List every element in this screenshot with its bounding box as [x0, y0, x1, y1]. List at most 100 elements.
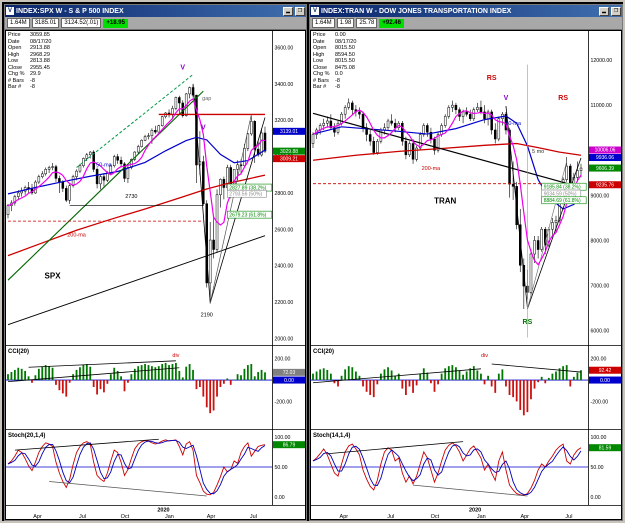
change-badge: +18.95: [103, 18, 128, 28]
info-row: Close 8475.08: [313, 64, 355, 71]
stoch-d-line: [312, 444, 582, 496]
toolbar-field[interactable]: 1.98: [336, 18, 355, 28]
month-label: Jul: [565, 514, 572, 520]
minimize-button[interactable]: ▂: [283, 6, 293, 16]
quote-fields: 1.64M 3185.01 3124.52(.01): [7, 18, 102, 28]
month-label: Apr: [207, 514, 216, 520]
month-label: Jan: [165, 514, 174, 520]
maximize-button[interactable]: ❒: [295, 6, 305, 16]
change-badge: +92.46: [379, 18, 404, 28]
fib-label-box: [227, 210, 273, 219]
cci-histogram: [7, 362, 266, 414]
cci-zero-tag: [273, 376, 305, 384]
svg-text:3600.00: 3600.00: [275, 46, 294, 52]
month-label: Apr: [33, 514, 42, 520]
svg-text:0.00: 0.00: [275, 495, 285, 501]
month-label: Oct: [431, 514, 440, 520]
chart-window-spx: V INDEX:SPX W - S & P 500 INDEX ▂ ❒ 1.64…: [4, 4, 307, 521]
svg-text:9235.76: 9235.76: [596, 182, 614, 188]
cci-annotation: div: [172, 353, 179, 359]
cci-label: CCI(20): [8, 349, 29, 355]
fib-label-box: [541, 196, 587, 205]
svg-text:81.59: 81.59: [599, 445, 612, 451]
info-row: Date 08/17/20: [8, 38, 52, 45]
fib-label: 9034.59 (50%): [544, 191, 577, 197]
stoch-label: Stoch(14,1,4): [313, 433, 350, 439]
cci-value-tag: [273, 368, 305, 376]
svg-text:6000.00: 6000.00: [591, 329, 610, 335]
toolbar-field[interactable]: 25.78: [356, 18, 378, 28]
titlebar[interactable]: V INDEX:TRAN W - DOW JONES TRANSPORTATIO…: [310, 5, 622, 17]
svg-text:11000.00: 11000.00: [591, 103, 612, 109]
price-tag: [273, 127, 305, 135]
chart-window-tran: V INDEX:TRAN W - DOW JONES TRANSPORTATIO…: [309, 4, 623, 521]
year-label: 2020: [469, 508, 481, 514]
chart-annotation: V: [201, 124, 206, 131]
ohlc-info-panel: Price 0.00 Date 08/17/20 Open 8015.50 High 8594…: [313, 32, 356, 91]
info-row: Bar # -8: [8, 84, 35, 90]
svg-text:-200.00: -200.00: [591, 399, 609, 405]
price-tag: [589, 181, 621, 189]
fib-label-box: [227, 189, 267, 198]
svg-text:200.00: 200.00: [591, 357, 607, 363]
svg-text:0.00: 0.00: [284, 378, 294, 384]
svg-text:3400.00: 3400.00: [275, 82, 294, 88]
maximize-button[interactable]: ❒: [611, 6, 621, 16]
titlebar[interactable]: V INDEX:SPX W - S & P 500 INDEX ▂ ❒: [5, 5, 306, 17]
fib-label: 2679.23 (61.8%): [229, 213, 266, 219]
stoch-k-line: [312, 442, 582, 496]
toolbar-field[interactable]: 3124.52(.01): [61, 18, 102, 28]
toolbar-field[interactable]: 1.64M: [312, 18, 335, 28]
chart-annotation: 2190: [201, 313, 213, 319]
svg-text:86.79: 86.79: [283, 442, 296, 448]
info-row: Chg % 29.9: [8, 71, 41, 77]
stoch-d-line: [7, 439, 266, 495]
cci-histogram: [312, 365, 582, 416]
cci-label: CCI(20): [313, 349, 334, 355]
year-label: 2020: [157, 508, 169, 514]
month-label: Apr: [520, 514, 529, 520]
svg-text:10006.06: 10006.06: [595, 148, 616, 154]
ohlc-info-panel: Price 3059.85 Date 08/17/20 Open 2913.88 High 2…: [8, 32, 51, 91]
fib-label: 2827.89 (38.2%): [229, 185, 266, 191]
stoch-value-tag: [273, 441, 305, 449]
chart-annotation: 2730: [125, 194, 137, 200]
window-title: INDEX:SPX W - S & P 500 INDEX: [16, 7, 124, 15]
toolbar-field[interactable]: 3185.01: [31, 18, 60, 28]
info-row: Price 0.00: [313, 32, 346, 38]
price-tag: [589, 146, 621, 154]
quote-toolbar: 1.64M 3185.01 3124.52(.01) +18.95: [5, 17, 306, 30]
month-label: Oct: [121, 514, 130, 520]
svg-text:2600.00: 2600.00: [275, 227, 294, 233]
chart-area[interactable]: Price 0.00 Date 08/17/20 Open 8015.50 High 8594…: [310, 30, 622, 520]
svg-text:50.00: 50.00: [275, 465, 288, 471]
cci-annotation: div: [481, 353, 488, 359]
cci-value-tag: [589, 366, 621, 374]
info-row: High 2968.29: [8, 51, 50, 58]
stoch-value-tag: [589, 444, 621, 452]
price-tag: [273, 155, 305, 163]
svg-text:92.42: 92.42: [599, 368, 612, 374]
month-label: Apr: [340, 514, 349, 520]
window-title: INDEX:TRAN W - DOW JONES TRANSPORTATION …: [321, 7, 512, 15]
chart-annotation: TRAN: [434, 197, 456, 206]
svg-text:12000.00: 12000.00: [591, 58, 613, 64]
svg-text:200.00: 200.00: [275, 357, 291, 363]
trendlines-and-mas: [7, 74, 266, 326]
toolbar-field[interactable]: 1.64M: [7, 18, 30, 28]
info-row: Bar # -8: [313, 84, 340, 90]
chart-area[interactable]: Price 3059.85 Date 08/17/20 Open 2913.88 High 2…: [5, 30, 306, 520]
svg-text:-200.00: -200.00: [275, 399, 293, 405]
chart-annotation: RS: [558, 95, 568, 102]
chart-annotation: 5 mo: [532, 149, 544, 155]
stoch-k-line: [7, 439, 266, 496]
chart-canvas[interactable]: 12000.0011000.0010000.009000.008000.0070…: [310, 30, 622, 520]
fib-label: 8884.69 (61.8%): [544, 198, 581, 204]
svg-text:2400.00: 2400.00: [275, 264, 294, 270]
svg-text:0.00: 0.00: [591, 495, 601, 501]
chart-canvas[interactable]: 3600.003400.003200.003000.002800.002600.…: [5, 30, 306, 520]
minimize-button[interactable]: ▂: [599, 6, 609, 16]
fast-ma-line: [7, 97, 266, 226]
fast-ma-line: [312, 109, 582, 266]
